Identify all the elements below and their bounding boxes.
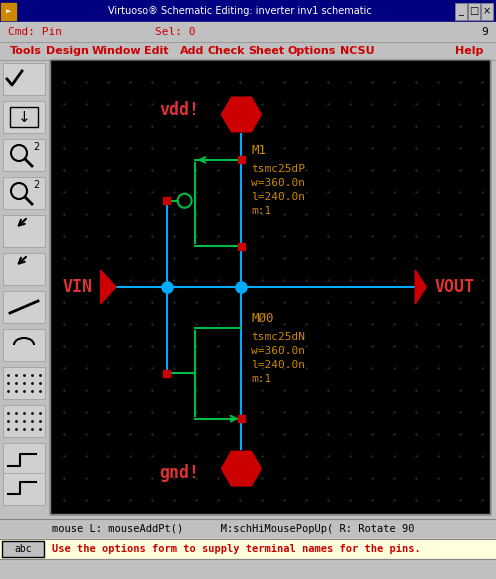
Text: ×: × — [483, 6, 491, 16]
Text: Add: Add — [180, 46, 204, 56]
Text: Tools: Tools — [10, 46, 42, 56]
Text: 2: 2 — [33, 180, 39, 190]
Text: Cmd: Pin: Cmd: Pin — [8, 27, 62, 37]
Text: Sel: 0: Sel: 0 — [155, 27, 195, 37]
Bar — [455, 3, 467, 20]
Text: abc: abc — [14, 544, 32, 554]
Text: □: □ — [469, 6, 479, 16]
Polygon shape — [101, 270, 116, 304]
Text: Window: Window — [92, 46, 142, 56]
Text: tsmc25dP
w=360.0n
l=240.0n
m:1: tsmc25dP w=360.0n l=240.0n m:1 — [251, 164, 306, 216]
Bar — [0, 42, 496, 60]
Bar — [3, 215, 45, 247]
Text: 2: 2 — [33, 142, 39, 152]
Text: Design: Design — [46, 46, 89, 56]
Text: gnd!: gnd! — [159, 464, 199, 482]
Bar — [163, 370, 170, 377]
Text: Check: Check — [208, 46, 246, 56]
Text: MØ0: MØ0 — [251, 312, 274, 325]
Bar — [238, 415, 245, 422]
Text: Edit: Edit — [144, 46, 169, 56]
Bar — [3, 101, 45, 133]
Bar — [0, 519, 496, 539]
Text: Help: Help — [455, 46, 484, 56]
Bar — [0, 539, 496, 579]
Text: NCSU: NCSU — [340, 46, 374, 56]
Bar — [50, 60, 490, 514]
Text: VIN: VIN — [62, 278, 93, 296]
Bar — [3, 253, 45, 285]
Text: Use the options form to supply terminal names for the pins.: Use the options form to supply terminal … — [52, 544, 421, 554]
Bar — [2, 541, 44, 557]
Text: _: _ — [459, 6, 463, 16]
Bar — [3, 177, 45, 209]
Bar — [3, 443, 45, 475]
Bar — [3, 329, 45, 361]
Text: mouse L: mouseAddPt()      M:schHiMousePopUp( R: Rotate 90: mouse L: mouseAddPt() M:schHiMousePopUp(… — [52, 524, 415, 534]
Bar — [468, 3, 480, 20]
Polygon shape — [415, 270, 426, 304]
Polygon shape — [221, 451, 261, 486]
Polygon shape — [221, 97, 261, 132]
Bar — [3, 405, 45, 437]
Bar — [163, 197, 170, 204]
Bar — [3, 63, 45, 95]
Bar — [3, 367, 45, 399]
Text: Options: Options — [288, 46, 336, 56]
Text: Sheet: Sheet — [248, 46, 284, 56]
Text: VOUT: VOUT — [434, 278, 474, 296]
Bar — [0, 60, 50, 514]
Bar — [481, 3, 493, 20]
Bar — [0, 559, 496, 579]
Bar — [238, 243, 245, 250]
Text: ►: ► — [6, 9, 11, 14]
Text: tsmc25dN
w=360.0n
l=240.0n
m:1: tsmc25dN w=360.0n l=240.0n m:1 — [251, 332, 306, 384]
Bar — [10, 107, 38, 127]
Bar — [0, 22, 496, 42]
Text: ↓: ↓ — [18, 109, 30, 124]
Bar — [238, 156, 245, 163]
Bar — [3, 473, 45, 505]
Bar — [0, 0, 496, 22]
Bar — [1, 3, 16, 20]
Text: Virtuoso® Schematic Editing: inverter inv1 schematic: Virtuoso® Schematic Editing: inverter in… — [108, 6, 372, 16]
Text: M1: M1 — [251, 144, 266, 157]
Text: 9: 9 — [481, 27, 488, 37]
Bar — [3, 291, 45, 323]
Bar — [3, 139, 45, 171]
Text: vdd!: vdd! — [159, 101, 199, 119]
